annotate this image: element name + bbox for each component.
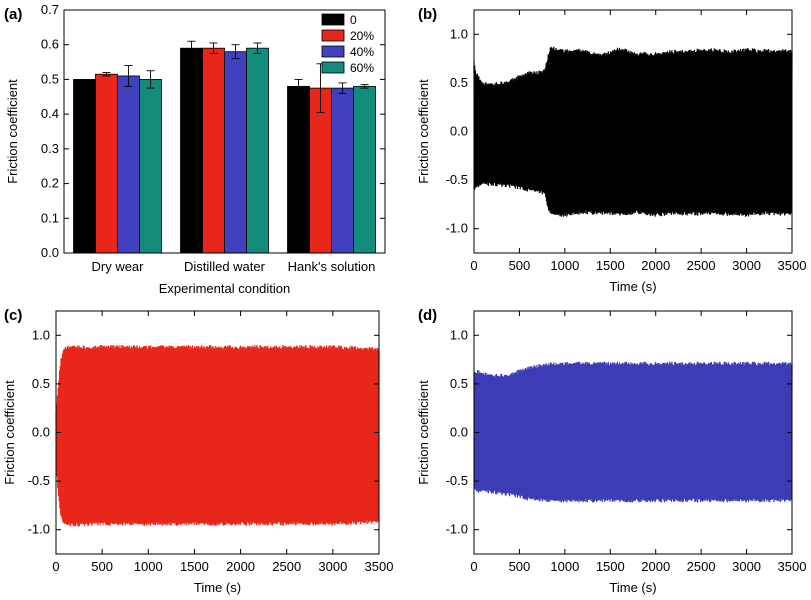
- y-tick-label-b: 0.5: [450, 75, 468, 90]
- legend-swatch-0: [321, 13, 345, 26]
- bar-distilled-water-2: [224, 51, 247, 254]
- y-tick-label-d: 1.0: [450, 327, 468, 342]
- signal-core-c: [56, 362, 379, 508]
- y-tick-label-b: -0.5: [446, 172, 468, 187]
- y-axis-label-d: Friction coefficient: [416, 380, 431, 485]
- legend-label-3: 60%: [350, 61, 374, 75]
- bar-dry-wear-0: [73, 79, 96, 254]
- y-axis-label-a: Friction coefficient: [5, 79, 20, 184]
- y-tick-label-a: 0.3: [41, 141, 59, 156]
- x-tick-label-b: 2000: [641, 258, 670, 273]
- x-tick-label-b: 1000: [550, 258, 579, 273]
- y-tick-label-c: 1.0: [32, 327, 50, 342]
- x-tick-label-d: 500: [509, 559, 531, 574]
- x-tick-label-b: 1500: [596, 258, 625, 273]
- y-tick-label-a: 0.0: [41, 245, 59, 260]
- y-tick-label-a: 0.2: [41, 176, 59, 191]
- bar-distilled-water-3: [246, 47, 269, 254]
- y-tick-label-d: 0.5: [450, 376, 468, 391]
- legend-label-1: 20%: [350, 29, 374, 43]
- signal-b: [473, 46, 793, 217]
- y-tick-label-c: -0.5: [28, 473, 50, 488]
- x-tick-label-d: 2000: [641, 559, 670, 574]
- y-tick-label-b: 0.0: [450, 124, 468, 139]
- bar-hank-s-solution-3: [353, 85, 376, 254]
- x-tick-label-b: 2500: [687, 258, 716, 273]
- signal-d: [473, 361, 793, 503]
- plot-frame-c: [55, 310, 380, 555]
- y-tick-label-a: 0.7: [41, 2, 59, 17]
- legend-label-0: 0: [350, 13, 357, 27]
- y-tick-label-d: -0.5: [446, 473, 468, 488]
- plot-frame-d: [473, 310, 793, 555]
- legend-swatch-1: [321, 29, 345, 42]
- panel-label-a: (a): [4, 6, 22, 23]
- x-axis-label-b: Time (s): [609, 279, 656, 294]
- x-axis-label-d: Time (s): [609, 580, 656, 595]
- y-tick-label-c: -1.0: [28, 522, 50, 537]
- y-axis-label-b: Friction coefficient: [416, 79, 431, 184]
- bar-distilled-water-0: [180, 47, 203, 254]
- bar-dry-wear-3: [139, 79, 162, 254]
- x-tick-label-c: 0: [52, 559, 59, 574]
- bar-dry-wear-2: [117, 75, 140, 254]
- bar-hank-s-solution-0: [287, 85, 310, 254]
- y-tick-label-d: 0.0: [450, 425, 468, 440]
- plot-frame-a: [63, 9, 386, 254]
- y-tick-label-a: 0.6: [41, 37, 59, 52]
- y-tick-label-a: 0.1: [41, 210, 59, 225]
- x-tick-label-c: 500: [91, 559, 113, 574]
- x-tick-label-c: 3000: [318, 559, 347, 574]
- y-tick-label-b: -1.0: [446, 221, 468, 236]
- y-tick-label-d: -1.0: [446, 522, 468, 537]
- x-tick-label-c: 2000: [226, 559, 255, 574]
- bar-distilled-water-1: [202, 47, 225, 254]
- y-tick-label-c: 0.0: [32, 425, 50, 440]
- signal-c: [55, 344, 380, 527]
- x-category-label-a: Hank's solution: [288, 259, 376, 274]
- x-tick-label-d: 0: [470, 559, 477, 574]
- y-tick-label-b: 1.0: [450, 26, 468, 41]
- x-tick-label-d: 2500: [687, 559, 716, 574]
- x-tick-label-d: 1500: [596, 559, 625, 574]
- signal-core-b: [474, 63, 792, 200]
- bar-dry-wear-1: [95, 73, 118, 254]
- x-tick-label-b: 3000: [732, 258, 761, 273]
- y-tick-label-a: 0.5: [41, 71, 59, 86]
- x-tick-label-c: 3500: [365, 559, 394, 574]
- panel-label-c: (c): [4, 307, 22, 324]
- legend-swatch-2: [321, 45, 345, 58]
- panel-label-d: (d): [418, 307, 437, 324]
- x-tick-label-b: 3500: [778, 258, 807, 273]
- y-tick-label-c: 0.5: [32, 376, 50, 391]
- x-tick-label-c: 1000: [134, 559, 163, 574]
- legend-swatch-3: [321, 61, 345, 74]
- x-tick-label-c: 1500: [180, 559, 209, 574]
- x-tick-label-d: 3000: [732, 559, 761, 574]
- x-category-label-a: Dry wear: [91, 259, 144, 274]
- signal-core-d: [474, 375, 792, 489]
- x-tick-label-b: 0: [470, 258, 477, 273]
- bar-hank-s-solution-2: [331, 87, 354, 254]
- x-category-label-a: Distilled water: [184, 259, 266, 274]
- x-tick-label-b: 500: [509, 258, 531, 273]
- x-tick-label-d: 3500: [778, 559, 807, 574]
- x-axis-label-a: Experimental condition: [159, 281, 291, 296]
- x-tick-label-d: 1000: [550, 559, 579, 574]
- x-tick-label-c: 2500: [272, 559, 301, 574]
- x-axis-label-c: Time (s): [194, 580, 241, 595]
- plot-frame-b: [473, 9, 793, 254]
- legend-label-2: 40%: [350, 45, 374, 59]
- y-tick-label-a: 0.4: [41, 106, 59, 121]
- y-axis-label-c: Friction coefficient: [2, 380, 17, 485]
- panel-label-b: (b): [418, 6, 437, 23]
